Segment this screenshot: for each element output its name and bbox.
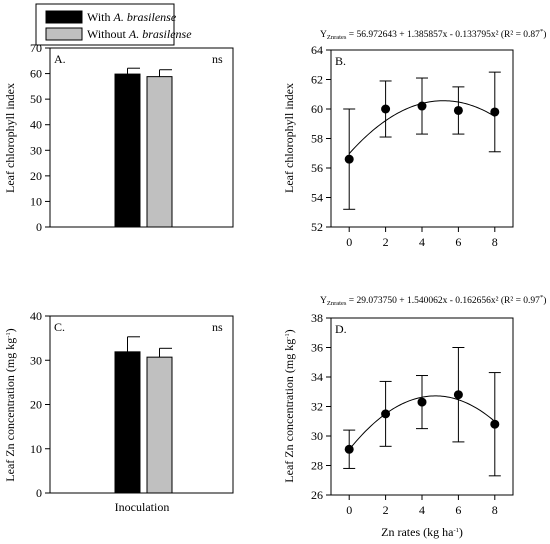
y-tick-label: 32 [311,400,323,414]
y-tick-label: 30 [30,143,42,157]
x-axis-label: Inoculation [115,500,170,514]
bar [114,351,141,494]
x-tick-label: 4 [419,235,425,249]
legend-swatch-with [45,10,83,24]
data-point [344,154,354,164]
data-point [490,419,500,429]
y-tick-label: 50 [30,92,42,106]
data-point [417,101,427,111]
y-tick-label: 54 [311,191,323,205]
regression-equation: YZnrates = 29.073750 + 1.540062x - 0.162… [320,294,546,307]
data-point [490,107,500,117]
y-tick-label: 62 [311,73,323,87]
data-point [453,390,463,400]
y-tick-label: 60 [311,102,323,116]
y-tick-label: 40 [30,118,42,132]
x-tick-label: 4 [419,503,425,517]
x-tick-label: 8 [492,235,498,249]
x-tick-label: 8 [492,503,498,517]
panel-c: C. ns Leaf Zn concentration (mg kg-1) In… [3,309,234,514]
significance-note: ns [212,52,223,66]
x-tick-label: 2 [383,503,389,517]
bar [146,356,173,494]
y-tick-label: 34 [311,370,323,384]
x-tick-label: 6 [455,235,461,249]
x-tick-label: 0 [346,235,352,249]
x-tick-label: 0 [346,503,352,517]
legend-label-without: Without A. brasilense [87,27,192,41]
y-tick-label: 20 [30,398,42,412]
y-tick-label: 58 [311,132,323,146]
y-tick-label: 70 [30,41,42,55]
panel-label: D. [335,322,347,336]
data-point [417,397,427,407]
y-tick-label: 20 [30,169,42,183]
y-tick-label: 0 [36,486,42,500]
plot-frame [49,315,234,494]
y-tick-label: 56 [311,161,323,175]
y-tick-label: 52 [311,220,323,234]
x-axis-label: Zn rates (kg ha-1) [381,525,463,539]
y-axis-label: Leaf Zn concentration (mg kg-1) [3,328,17,481]
y-tick-label: 40 [30,309,42,323]
data-point [381,409,391,419]
y-tick-label: 60 [30,67,42,81]
y-tick-label: 26 [311,488,323,502]
panel-a: A. ns Leaf chlorophyll index 0 10 20 30 40 50… [3,41,234,234]
data-point [344,444,354,454]
plot-frame [330,49,514,228]
panel-b: YZnrates = 56.972643 + 1.385857x - 0.133… [282,28,546,249]
y-axis-label: Leaf chlorophyll index [3,83,17,193]
y-tick-label: 36 [311,341,323,355]
x-tick-label: 6 [455,503,461,517]
regression-equation: YZnrates = 56.972643 + 1.385857x - 0.133… [320,28,546,41]
panel-label: A. [54,52,66,66]
y-tick-label: 10 [30,442,42,456]
significance-note: ns [212,320,223,334]
y-tick-label: 30 [30,353,42,367]
y-tick-label: 38 [311,311,323,325]
legend-swatch-without [45,27,83,41]
panel-label: C. [54,320,65,334]
legend-label-with: With A. brasilense [87,10,177,24]
data-point [381,104,391,114]
y-tick-label: 30 [311,429,323,443]
y-tick-label: 10 [30,194,42,208]
plot-frame [49,47,234,228]
bar [146,76,173,228]
data-point [453,105,463,115]
y-tick-label: 28 [311,459,323,473]
bar [114,73,141,228]
y-axis-label: Leaf chlorophyll index [282,83,296,193]
y-tick-label: 64 [311,43,323,57]
y-axis-label: Leaf Zn concentration (mg kg-1) [282,329,296,482]
legend: With A. brasilense Without A. brasilense [35,3,192,46]
x-tick-label: 2 [383,235,389,249]
panel-d: YZnrates = 29.073750 + 1.540062x - 0.162… [282,294,546,539]
y-tick-label: 0 [36,220,42,234]
panel-label: B. [335,54,346,68]
